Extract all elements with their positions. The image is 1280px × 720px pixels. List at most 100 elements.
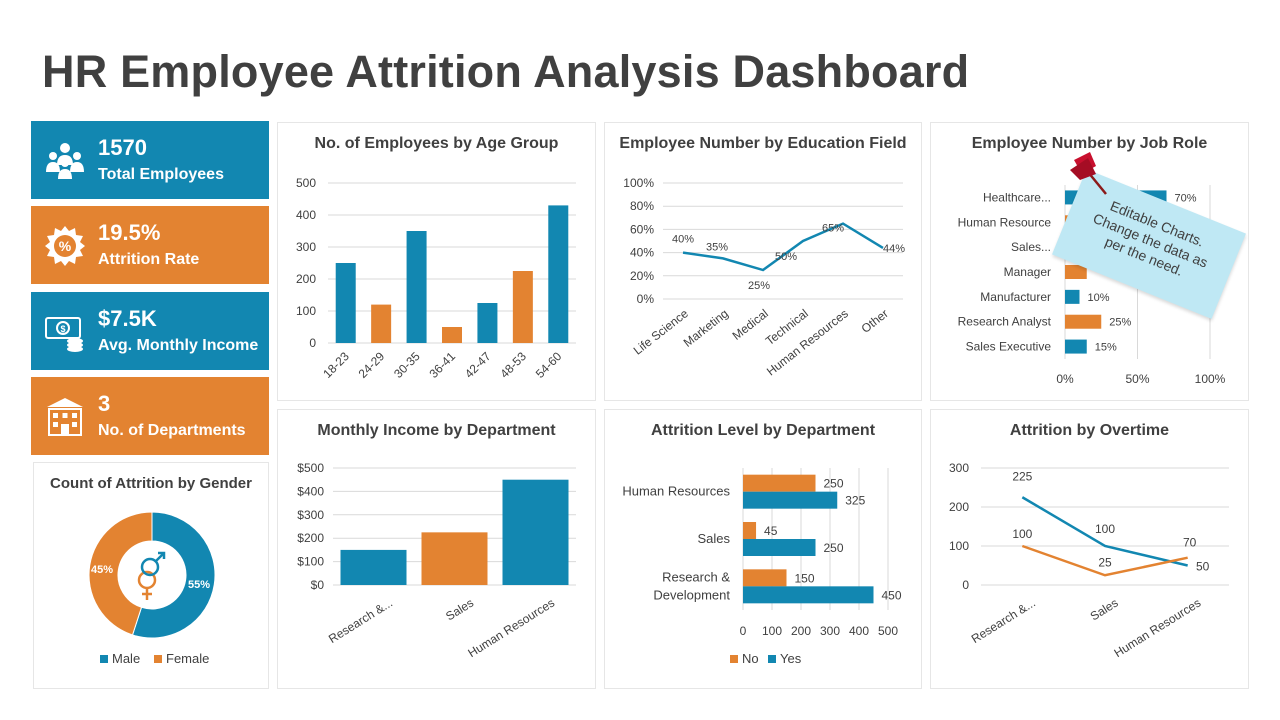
legend-label: Female — [166, 651, 209, 666]
x-tick-label: 24-29 — [356, 349, 388, 381]
job-role-bar-chart: 0% 50% 100% Healthcare... 70% Human Resource S… — [958, 185, 1226, 386]
x-tick-label: 0% — [1056, 372, 1074, 386]
y-tick-label: 0 — [962, 578, 969, 592]
male-symbol-icon — [158, 551, 166, 559]
x-tick-label: Research &... — [326, 596, 395, 646]
legend-label: Male — [112, 651, 140, 666]
data-label: 250 — [824, 477, 844, 491]
chart-title: Monthly Income by Department — [317, 422, 556, 439]
y-tick-label: 100 — [296, 304, 316, 318]
bar-Human Resources — [502, 479, 569, 585]
y-tick-label: 300 — [296, 240, 316, 254]
y-tick-label: $500 — [297, 461, 324, 475]
y-tick-label: Research Analyst — [958, 315, 1052, 329]
y-tick-label: $100 — [297, 555, 324, 569]
legend-swatch-yes — [768, 655, 776, 663]
data-label: 100 — [1012, 527, 1032, 541]
data-label: 225 — [1012, 469, 1032, 483]
y-tick-label: Healthcare... — [983, 190, 1051, 204]
bar-24-29 — [371, 304, 392, 343]
bar-Sales — [421, 532, 488, 585]
income-bar-chart: $0 $100 $200 $300 $400 $500 Research &... Sales… — [297, 461, 576, 660]
legend-swatch-male — [100, 655, 108, 663]
y-tick-label: 20% — [630, 269, 654, 283]
education-line-chart: 0% 20% 40% 60% 80% 100% 40% Life Science 35% Mark… — [623, 176, 905, 379]
kpi-label: Attrition Rate — [98, 251, 200, 268]
data-label: 25 — [1098, 555, 1112, 569]
y-tick-label: $200 — [297, 531, 324, 545]
x-tick-label: 500 — [878, 624, 898, 638]
x-tick-label: 300 — [820, 624, 840, 638]
data-label: 35% — [706, 241, 728, 253]
panel-attrition-by-gender: Count of Attrition by Gender 55% 45% Male F… — [33, 462, 269, 689]
panel-attrition-department: Attrition Level by Department 0 100 200 300… — [604, 409, 922, 689]
kpi-label: Avg. Monthly Income — [98, 337, 259, 354]
series-line-Yes — [1021, 496, 1188, 567]
data-label: 100 — [1095, 522, 1115, 536]
svg-text:%: % — [59, 238, 72, 254]
percent-badge-icon: % — [45, 226, 85, 266]
y-tick-label: Sales — [697, 531, 730, 546]
x-tick-label: Other — [859, 306, 891, 336]
series-line — [682, 222, 884, 272]
bar-54-60 — [548, 205, 569, 343]
kpi-attrition-rate: % 19.5% Attrition Rate — [31, 206, 269, 284]
x-tick-label: 48-53 — [497, 349, 529, 381]
kpi-value: $7.5K — [98, 306, 157, 331]
building-icon — [47, 398, 83, 436]
people-icon — [46, 143, 84, 179]
gender-donut-chart: 55% 45% Male Female — [88, 511, 216, 666]
bar-18-23 — [335, 263, 356, 343]
pushpin-icon — [1070, 152, 1107, 195]
x-tick-label: Marketing — [681, 306, 731, 349]
data-label: 15% — [1095, 342, 1117, 354]
y-tick-label: 400 — [296, 208, 316, 222]
y-tick-label: Manager — [1004, 265, 1051, 279]
data-label: 250 — [824, 541, 844, 555]
bar-No-2 — [743, 569, 787, 587]
x-tick-label: 18-23 — [320, 349, 352, 381]
page-title: HR Employee Attrition Analysis Dashboard — [42, 46, 970, 97]
kpi-label: No. of Departments — [98, 422, 246, 439]
x-tick-label: Human Resources — [1112, 596, 1204, 661]
x-tick-label: Sales — [1088, 596, 1121, 624]
kpi-total-employees: 1570 Total Employees — [31, 121, 269, 199]
overtime-line-chart: 0 100 200 300 225 100 50 100 25 70 Research &... Sa… — [949, 461, 1229, 661]
legend-label: Yes — [780, 651, 802, 666]
age-group-bar-chart: 0 100 200 300 400 500 18-23 24-29 30-35 36-41 42-4… — [296, 176, 576, 381]
y-tick-label: 100 — [949, 539, 969, 553]
bar-Yes-1 — [743, 539, 816, 556]
x-tick-label: 36-41 — [427, 349, 459, 381]
bar-48-53 — [512, 271, 533, 343]
kpi-departments: 3 No. of Departments — [31, 377, 269, 455]
x-tick-label: Life Science — [631, 306, 691, 357]
y-tick-label: 60% — [630, 222, 654, 236]
data-label: 45 — [764, 524, 778, 538]
data-label: 50 — [1196, 560, 1210, 574]
y-tick-label: $300 — [297, 508, 324, 522]
y-tick-label: 500 — [296, 176, 316, 190]
bar-Manager — [1065, 265, 1087, 279]
legend-swatch-no — [730, 655, 738, 663]
bar-Yes-2 — [743, 586, 874, 604]
bar-Research &... — [340, 549, 407, 585]
data-label: 70 — [1183, 536, 1197, 550]
chart-title: No. of Employees by Age Group — [314, 135, 559, 152]
panel-monthly-income: Monthly Income by Department $0 $100 $200 $… — [277, 409, 596, 689]
kpi-avg-monthly-income: $ $7.5K Avg. Monthly Income — [31, 292, 269, 370]
y-tick-label: 40% — [630, 246, 654, 260]
bar-42-47 — [477, 303, 498, 343]
x-tick-label: 400 — [849, 624, 869, 638]
data-label: 50% — [775, 251, 797, 263]
bar-36-41 — [442, 327, 462, 343]
chart-title: Employee Number by Job Role — [971, 135, 1208, 152]
y-tick-label: 0 — [309, 336, 316, 350]
y-tick-label: Sales Executive — [966, 340, 1052, 354]
slice-Male — [131, 511, 216, 639]
kpi-value: 1570 — [98, 135, 147, 160]
y-tick-label: Research & — [662, 569, 730, 584]
x-tick-label: 54-60 — [533, 349, 565, 381]
x-tick-label: 50% — [1125, 372, 1149, 386]
bar-No-1 — [743, 522, 757, 539]
